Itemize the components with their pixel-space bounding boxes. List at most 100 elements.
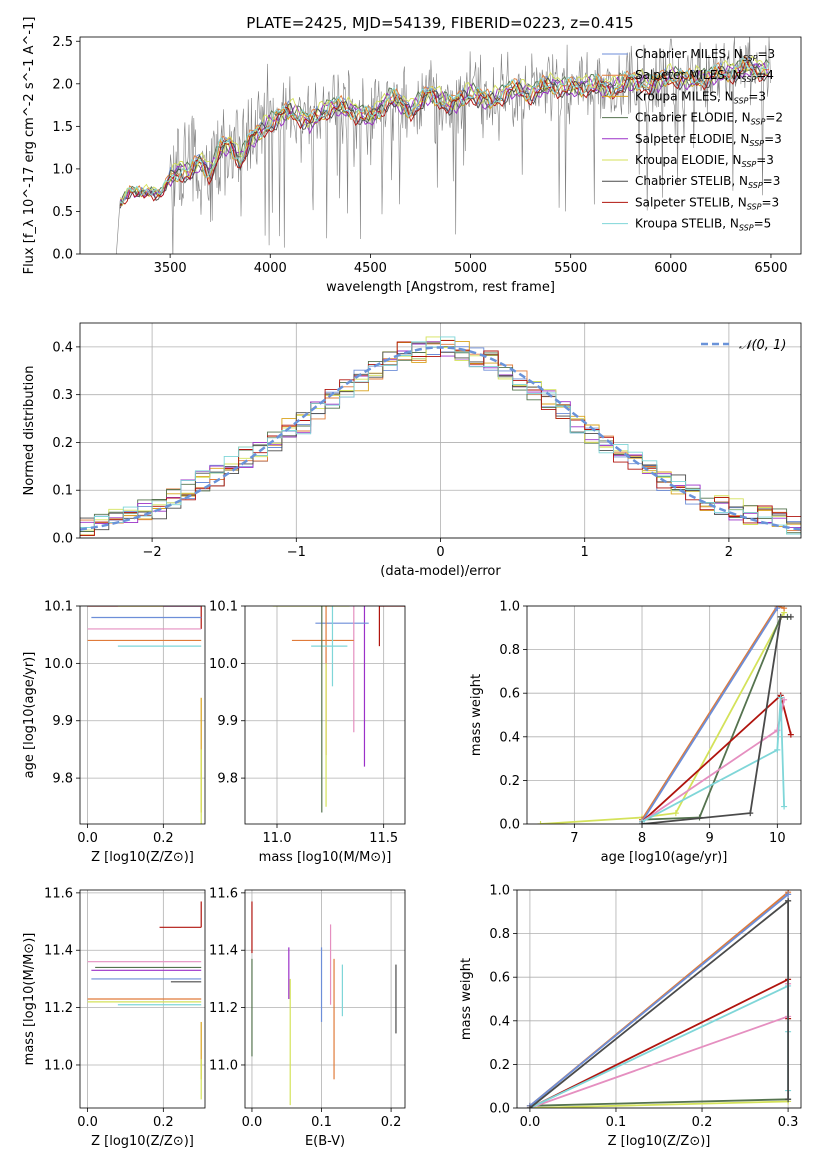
panel-weight-vs-Z: 0.0 0.1 0.2 0.3 0.0 0.2 0.4 0.6 0.8 1.0 Z [log10(Z… bbox=[459, 884, 802, 1149]
x-tick-label: 0.0 bbox=[77, 831, 98, 846]
y-tick-label: 11.4 bbox=[209, 944, 238, 959]
y-tick-label: 0.6 bbox=[499, 687, 520, 702]
plot-area bbox=[251, 901, 397, 1106]
y-tick-label: 1.5 bbox=[52, 120, 73, 135]
legend-label: Salpeter ELODIE, NSSP=3 bbox=[635, 132, 782, 148]
y-axis-label: Flux [f_λ 10^-17 erg cm^-2 s^-1 A^-1] bbox=[22, 17, 37, 275]
histogram-step bbox=[80, 336, 801, 535]
x-tick-label: 0.0 bbox=[520, 1115, 541, 1130]
y-tick-label: 11.6 bbox=[44, 886, 73, 901]
y-tick-label: 11.2 bbox=[209, 1001, 238, 1016]
plot-area bbox=[537, 606, 794, 824]
y-tick-label: 0.4 bbox=[489, 1014, 510, 1029]
weight-marker bbox=[785, 891, 792, 898]
y-tick-label: 0.4 bbox=[52, 340, 73, 355]
y-tick-label: 0.0 bbox=[52, 532, 73, 547]
x-tick-label: 1 bbox=[581, 545, 589, 560]
y-tick-label: 9.8 bbox=[217, 772, 238, 787]
weight-line bbox=[529, 1100, 789, 1108]
y-tick-label: 11.0 bbox=[44, 1058, 73, 1073]
weight-line bbox=[641, 693, 792, 823]
y-tick-label: 0.2 bbox=[52, 436, 73, 451]
y-tick-label: 0.6 bbox=[489, 971, 510, 986]
y-axis-label: mass weight bbox=[459, 958, 474, 1040]
y-axis-label: Normed distribution bbox=[22, 366, 37, 496]
x-axis-label: Z [log10(Z/Z⊙)] bbox=[91, 850, 194, 865]
weight-line bbox=[641, 697, 785, 823]
panel-mass-vs-Z: 0.0 0.2 11.0 11.2 11.4 11.6 Z [log10(Z/Z⊙)] mas… bbox=[22, 886, 206, 1149]
x-tick-label: 0.2 bbox=[381, 1115, 402, 1130]
x-tick-label: 0.3 bbox=[778, 1115, 799, 1130]
x-axis-label: Z [log10(Z/Z⊙)] bbox=[608, 1134, 711, 1149]
x-tick-label: 7 bbox=[570, 831, 578, 846]
y-tick-label: 10.0 bbox=[44, 657, 73, 672]
y-tick-label: 11.0 bbox=[209, 1058, 238, 1073]
y-tick-label: 0.4 bbox=[499, 730, 520, 745]
y-tick-label: 10.1 bbox=[44, 600, 73, 615]
x-tick-label: 3500 bbox=[154, 261, 187, 276]
weight-marker bbox=[672, 810, 679, 817]
y-tick-label: 0.0 bbox=[499, 818, 520, 833]
panel-weight-vs-age: 7 8 9 10 0.0 0.2 0.4 0.6 0.8 1.0 age [log10(age/yr… bbox=[469, 600, 802, 865]
x-tick-label: 0.0 bbox=[77, 1115, 98, 1130]
weight-marker bbox=[785, 897, 792, 904]
axes-frame bbox=[79, 322, 802, 539]
legend-label: Kroupa STELIB, NSSP=5 bbox=[635, 217, 771, 233]
y-tick-label: 11.2 bbox=[44, 1001, 73, 1016]
axes-frame bbox=[79, 605, 206, 825]
axes-frame bbox=[79, 36, 802, 255]
x-tick-label: 0.2 bbox=[153, 831, 174, 846]
legend-label: Salpeter STELIB, NSSP=3 bbox=[635, 195, 779, 211]
weight-marker bbox=[777, 694, 784, 701]
plot-area bbox=[80, 336, 801, 537]
weight-marker bbox=[526, 1105, 533, 1108]
weight-line bbox=[641, 616, 791, 824]
y-tick-label: 0.3 bbox=[52, 388, 73, 403]
x-tick-label: 11.0 bbox=[263, 831, 292, 846]
weight-marker bbox=[787, 731, 794, 738]
axes-frame bbox=[526, 605, 802, 825]
y-tick-label: 9.8 bbox=[52, 772, 73, 787]
x-axis-label: Z [log10(Z/Z⊙)] bbox=[91, 1134, 194, 1149]
legend-label: Salpeter MILES, NSSP=4 bbox=[635, 68, 774, 84]
panels-layer: 3500 4000 4500 5000 5500 6000 6500 0.0 0.5 1.0 1.5… bbox=[22, 17, 802, 1149]
legend-label: Chabrier STELIB, NSSP=3 bbox=[635, 174, 780, 190]
y-axis-label: age [log10(age/yr)] bbox=[22, 652, 37, 779]
y-tick-label: 10.0 bbox=[209, 657, 238, 672]
plot-area bbox=[87, 901, 202, 1100]
x-tick-label: 0.2 bbox=[153, 1115, 174, 1130]
x-tick-label: 0.2 bbox=[692, 1115, 713, 1130]
weight-marker bbox=[639, 821, 646, 824]
plot-area bbox=[272, 606, 405, 813]
x-tick-label: 5500 bbox=[554, 261, 587, 276]
legend-label: Chabrier ELODIE, NSSP=2 bbox=[635, 111, 783, 127]
y-tick-label: 1.0 bbox=[52, 162, 73, 177]
model-line bbox=[119, 55, 770, 201]
legend: Chabrier MILES, NSSP=3 Salpeter MILES, NS… bbox=[602, 47, 783, 233]
y-axis-label: mass weight bbox=[469, 674, 484, 756]
panel-spectrum: 3500 4000 4500 5000 5500 6000 6500 0.0 0.5 1.0 1.5… bbox=[22, 17, 802, 295]
y-axis-label: mass [log10(M/M⊙)] bbox=[22, 933, 37, 1066]
weight-marker bbox=[774, 746, 781, 753]
x-tick-label: 0.1 bbox=[606, 1115, 627, 1130]
y-tick-label: 0.2 bbox=[489, 1058, 510, 1073]
x-axis-label: mass [log10(M/M⊙)] bbox=[259, 850, 392, 865]
y-tick-label: 9.9 bbox=[52, 714, 73, 729]
legend-label: Chabrier MILES, NSSP=3 bbox=[635, 47, 775, 63]
x-tick-label: 0.1 bbox=[311, 1115, 332, 1130]
x-tick-label: 0.0 bbox=[242, 1115, 263, 1130]
y-tick-label: 0.8 bbox=[489, 927, 510, 942]
legend: 𝒩(0, 1) bbox=[701, 338, 786, 353]
weight-marker bbox=[777, 613, 784, 620]
x-tick-label: 10 bbox=[769, 831, 786, 846]
x-tick-label: 2 bbox=[725, 545, 733, 560]
weight-marker bbox=[785, 1096, 792, 1103]
model-line bbox=[119, 57, 770, 205]
y-tick-label: 2.5 bbox=[52, 35, 73, 50]
y-tick-label: 0.5 bbox=[52, 205, 73, 220]
weight-line bbox=[529, 1098, 789, 1107]
panel-age-vs-Z: 0.0 0.2 9.8 9.9 10.0 10.1 Z [log10(Z/Z⊙)] age [… bbox=[22, 600, 206, 865]
y-tick-label: 2.0 bbox=[52, 77, 73, 92]
legend-label: Kroupa MILES, NSSP=3 bbox=[635, 89, 766, 105]
